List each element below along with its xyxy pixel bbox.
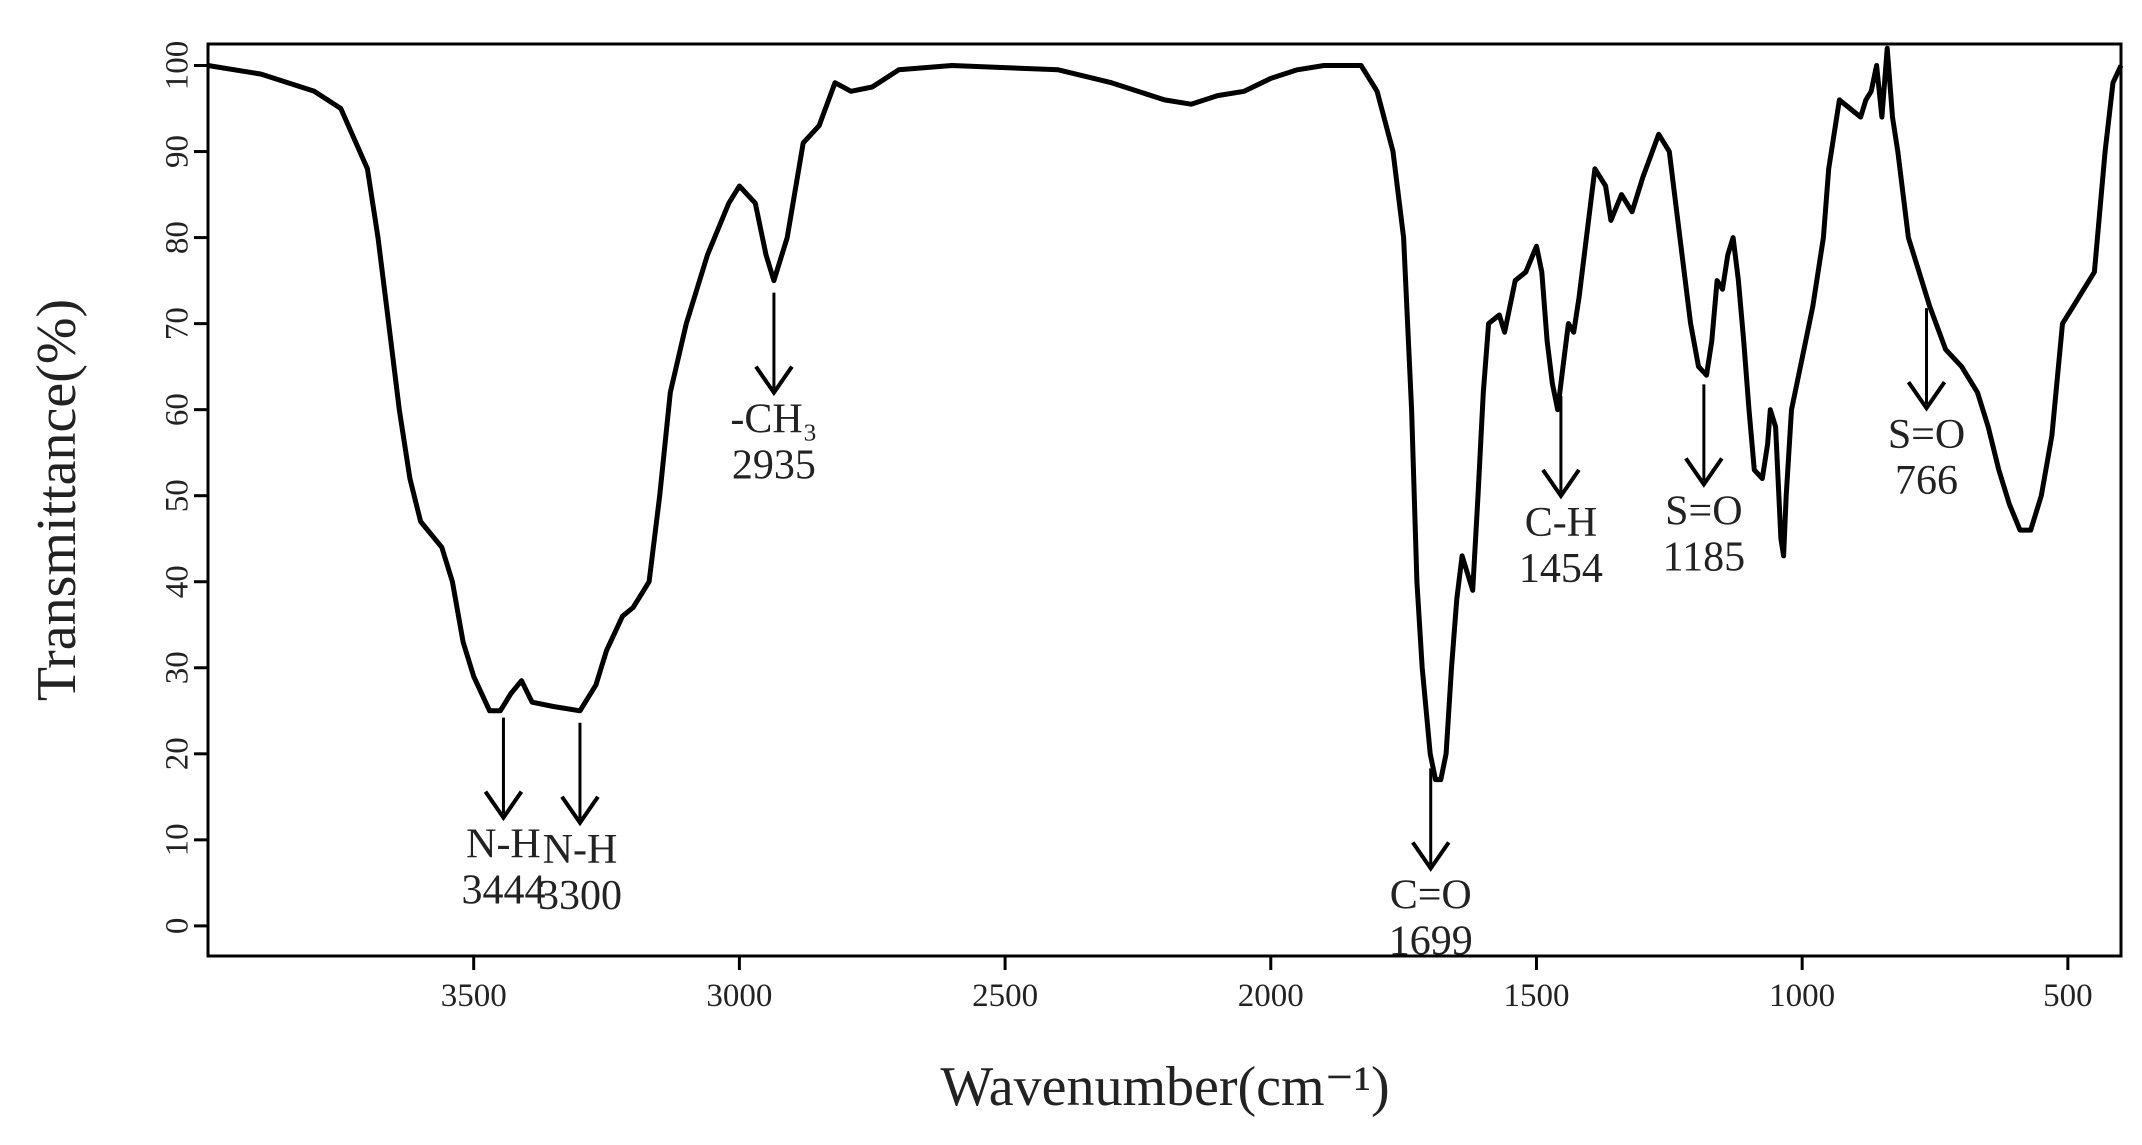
annotation-arrowhead [1906,380,1947,412]
annotation-wavenumber: 1699 [1389,918,1473,964]
annotation-wavenumber: 2935 [732,443,816,489]
x-axis-label: Wavenumber(cm⁻¹) [940,1056,1389,1118]
y-tick-label: 20 [160,737,196,770]
annotation-label: N-H [543,827,618,873]
y-tick-label: 0 [160,918,196,935]
y-tick-label: 30 [160,651,196,684]
annotation-label: -CH₃ [730,397,817,443]
annotation-wavenumber: 3444 [461,868,545,914]
x-tick-label: 3500 [441,978,507,1014]
x-tick-label: 3000 [706,978,772,1014]
y-tick-label: 60 [160,393,196,426]
y-tick-label: 80 [160,221,196,254]
annotation-label: N-H [466,822,541,868]
plot-frame [206,42,2123,958]
annotation-arrowhead [1411,841,1451,872]
y-tick-label: 10 [160,823,196,856]
y-tick-label: 90 [160,135,196,168]
x-tick-label: 2000 [1238,978,1304,1014]
y-axis-label: Transmittance(%) [26,299,88,701]
annotation-wavenumber: 766 [1895,458,1958,504]
annotation-wavenumber: 3300 [538,873,622,919]
annotation-wavenumber: 1454 [1519,546,1603,592]
annotation-label: S=O [1665,488,1742,534]
x-tick-label: 1500 [1503,978,1569,1014]
x-tick-label: 1000 [1769,978,1835,1014]
y-tick-label: 50 [160,479,196,512]
annotation-label: C-H [1525,500,1597,546]
spectrum-line [207,45,2124,783]
annotation-arrowhead [1684,457,1724,488]
annotation-arrowhead [1541,468,1581,500]
y-tick-label: 40 [160,565,196,598]
y-tick-label: 70 [160,307,196,340]
annotation-label: C=O [1390,872,1472,918]
x-tick-label: 500 [2043,978,2093,1014]
annotation-label: S=O [1888,412,1965,458]
x-tick-label: 2500 [972,978,1038,1014]
y-tick-label: 100 [160,41,196,91]
annotation-arrowhead [754,365,794,397]
annotation-arrowhead [560,795,600,827]
annotation-wavenumber: 1185 [1663,534,1745,580]
annotation-arrowhead [483,790,524,822]
